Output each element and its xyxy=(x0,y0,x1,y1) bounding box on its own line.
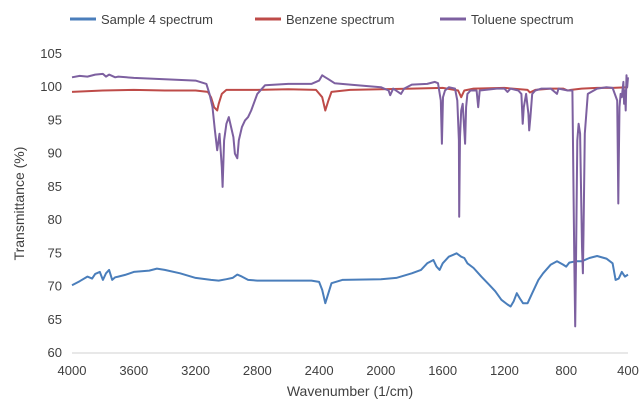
legend-label-2: Benzene spectrum xyxy=(286,12,394,27)
x-tick-label: 3600 xyxy=(119,363,148,378)
x-tick-label: 3200 xyxy=(181,363,210,378)
x-tick-label: 1600 xyxy=(428,363,457,378)
y-tick-label: 60 xyxy=(48,345,62,360)
plot-area: 60 65 70 75 80 85 90 95 100 105 4000 3600 3200 2800 2… xyxy=(40,46,639,378)
x-tick-label: 400 xyxy=(617,363,639,378)
x-tick-label: 2400 xyxy=(305,363,334,378)
x-tick-label: 800 xyxy=(555,363,577,378)
y-tick-label: 95 xyxy=(48,112,62,127)
series-lines xyxy=(71,72,629,328)
series-line-2 xyxy=(71,86,629,112)
y-tick-label: 80 xyxy=(48,212,62,227)
legend-label-1: Sample 4 spectrum xyxy=(101,12,213,27)
y-tick-label: 65 xyxy=(48,312,62,327)
x-tick-label: 4000 xyxy=(58,363,87,378)
legend-label-3: Toluene spectrum xyxy=(471,12,574,27)
y-tick-label: 90 xyxy=(48,146,62,161)
x-axis-ticks: 4000 3600 3200 2800 2400 2000 1600 1200 800 400 xyxy=(58,363,639,378)
y-tick-label: 100 xyxy=(40,79,62,94)
series-line-1 xyxy=(71,252,629,308)
x-axis-title: Wavenumber (1/cm) xyxy=(287,383,413,399)
y-tick-label: 70 xyxy=(48,279,62,294)
y-tick-label: 75 xyxy=(48,245,62,260)
x-tick-label: 2000 xyxy=(366,363,395,378)
legend: Sample 4 spectrum Benzene spectrum Toluene… xyxy=(70,12,574,27)
y-tick-label: 85 xyxy=(48,179,62,194)
series-line-3 xyxy=(71,72,629,328)
y-axis-title: Transmittance (%) xyxy=(11,147,27,261)
x-tick-label: 2800 xyxy=(243,363,272,378)
y-tick-label: 105 xyxy=(40,46,62,61)
y-axis-ticks: 60 65 70 75 80 85 90 95 100 105 xyxy=(40,46,62,360)
x-tick-label: 1200 xyxy=(490,363,519,378)
